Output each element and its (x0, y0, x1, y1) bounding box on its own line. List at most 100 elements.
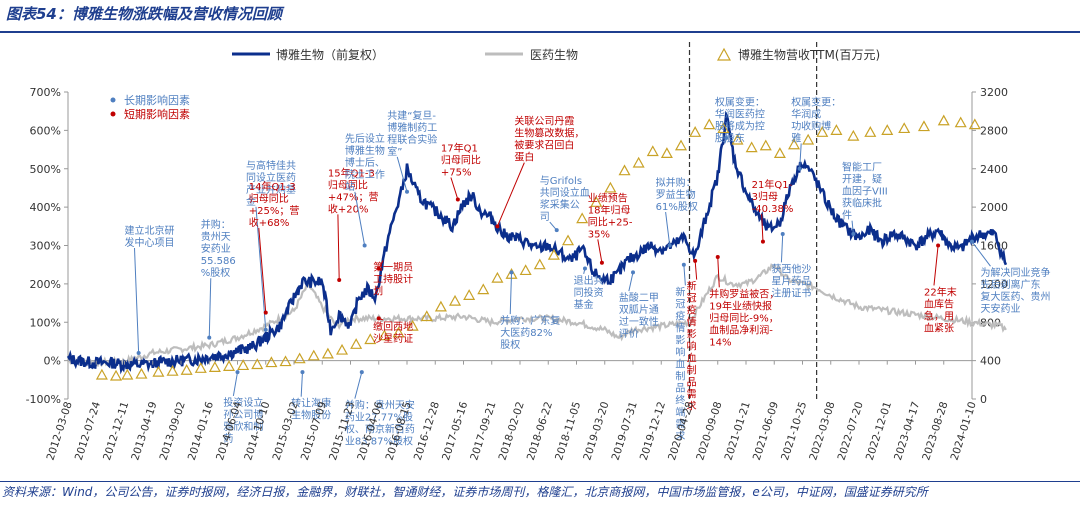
annotation-arrow (509, 272, 513, 315)
long-term-annotation: 博雅制药工 (387, 121, 437, 134)
long-term-annotation: 贵州天 (201, 230, 231, 243)
long-term-annotation: 罗益生物 (656, 188, 696, 201)
revenue-point (265, 356, 278, 368)
long-term-annotation: 孙公司博 (223, 408, 263, 421)
x-tick-label: 2020-04-28 (666, 400, 696, 462)
pharma-line (67, 263, 1007, 368)
annotation-arrow-head (693, 258, 698, 263)
short-term-annotation: +25%；营 (249, 204, 300, 217)
long-term-annotation: 股权 (500, 338, 520, 351)
annotation-arrow (300, 372, 303, 397)
legend: 博雅生物（前复权） 医药生物 博雅生物营收TTM(百万元) 长期影响因素 短期影… (110, 47, 880, 121)
revenue-point (378, 329, 391, 341)
revenue-point (745, 141, 758, 153)
y-left-tick-label: -100% (26, 393, 61, 406)
revenue-point (279, 355, 292, 367)
long-term-annotation: 与Grifols (540, 175, 582, 187)
revenue-point (223, 360, 236, 371)
y-left-tick-label: 100% (30, 316, 61, 329)
series-boya (66, 110, 1008, 375)
short-term-annotation: 需 (687, 389, 697, 401)
x-tick-label: 2019-12-12 (638, 400, 668, 462)
short-term-annotation: 冠 (687, 293, 697, 305)
long-term-annotation: 安药业 (201, 242, 231, 255)
legend-revenue-label: 博雅生物营收TTM(百万元) (738, 47, 880, 62)
short-term-annotation: 19年业绩快报 (709, 299, 772, 312)
annotation-arrow (450, 177, 459, 200)
annotation-arrow-head (760, 239, 765, 244)
long-term-annotation: 并购：贵州天安 (345, 399, 415, 412)
revenue-point (449, 294, 462, 306)
revenue-point (788, 138, 801, 150)
annotation-arrow (597, 239, 603, 263)
annotation-arrow-head (936, 243, 941, 248)
long-term-annotation: 过一致性 (619, 315, 659, 328)
revenue-point (773, 147, 786, 158)
x-tick-labels: 2012-03-082012-07-242012-12-112013-04-19… (45, 360, 979, 462)
revenue-point (491, 271, 504, 283)
annotation-arrow (134, 247, 140, 353)
legend-boya-label: 博雅生物（前复权） (276, 47, 384, 62)
long-term-annotation: 同设立医药 (246, 171, 296, 184)
annotation-arrow (396, 156, 408, 192)
long-term-annotation: 博士后、 (345, 156, 385, 169)
annotation-arrow-head (599, 260, 604, 265)
x-tick-label: 2020-09-08 (694, 400, 724, 462)
annotation-arrow-head (362, 243, 367, 248)
annotation-arrow-head (207, 335, 212, 340)
long-term-annotation: 终 (675, 393, 685, 406)
long-term-annotation: %股权 (201, 266, 231, 279)
figure-title: 图表54：博雅生物涨跌幅及营收情况回顾 (6, 5, 282, 23)
annotation-arrow (683, 264, 686, 286)
short-term-annotation: 血 (687, 352, 697, 365)
long-term-annotation: 药业27.77%股 (345, 412, 413, 424)
revenue-point (293, 352, 306, 364)
revenue-point (321, 347, 334, 359)
revenue-point (350, 338, 363, 349)
x-tick-label: 2022-07-20 (836, 400, 866, 462)
annotation-arrow-head (337, 278, 342, 283)
x-tick-label: 2021-01-21 (723, 400, 753, 462)
revenue-point (703, 118, 716, 130)
revenue-point (166, 364, 179, 376)
long-term-annotation: 61%股权 (656, 200, 698, 213)
short-term-annotation: 关联公司丹霞 (514, 115, 574, 128)
x-tick-label: 2014-01-16 (186, 400, 216, 462)
annotation-arrow-head (359, 370, 364, 375)
x-tick-label: 2012-03-08 (45, 400, 75, 462)
annotation-arrow (933, 245, 939, 286)
annotation-arrow (628, 272, 634, 292)
long-term-annotation: 先后设立 (345, 132, 385, 145)
annotation-arrow-head (376, 266, 381, 271)
y-left-tick-label: 700% (30, 86, 61, 99)
short-term-annotation: 21年Q1- (752, 178, 793, 191)
long-term-annotation: 建立北京研 (125, 224, 175, 237)
long-term-annotation: 天安药业 (980, 302, 1020, 315)
revenue-point (121, 368, 134, 380)
short-term-annotation: 14% (709, 337, 731, 348)
revenue-point (590, 196, 603, 207)
long-term-annotation: 开建，疑 (842, 173, 882, 186)
revenue-point (898, 122, 911, 134)
long-term-annotation: 求 (675, 430, 685, 442)
revenue-point (632, 156, 645, 168)
revenue-point (180, 363, 193, 375)
revenue-point (646, 145, 659, 157)
long-term-annotation: 与高特佳共 (246, 159, 296, 172)
revenue-point (392, 326, 405, 338)
revenue-point (864, 126, 877, 137)
long-term-annotation: 功收购博 (791, 119, 831, 132)
x-tick-label: 2022-12-01 (864, 400, 894, 462)
short-term-annotation: +75% (441, 167, 472, 178)
long-term-annotation: 共建“复旦- (387, 109, 436, 122)
short-term-annotation: 求 (687, 401, 697, 413)
revenue-point (802, 133, 815, 145)
short-term-annotation: 22年末 (924, 285, 957, 298)
x-tick-label: 2023-04-17 (892, 400, 922, 462)
long-term-annotation: 股股东 (715, 131, 745, 144)
annotation-arrow-head (554, 228, 559, 233)
long-term-annotation: 制 (675, 369, 685, 382)
annotation-arrow-head (405, 189, 409, 194)
long-term-annotation: 权属变更： (715, 95, 765, 108)
